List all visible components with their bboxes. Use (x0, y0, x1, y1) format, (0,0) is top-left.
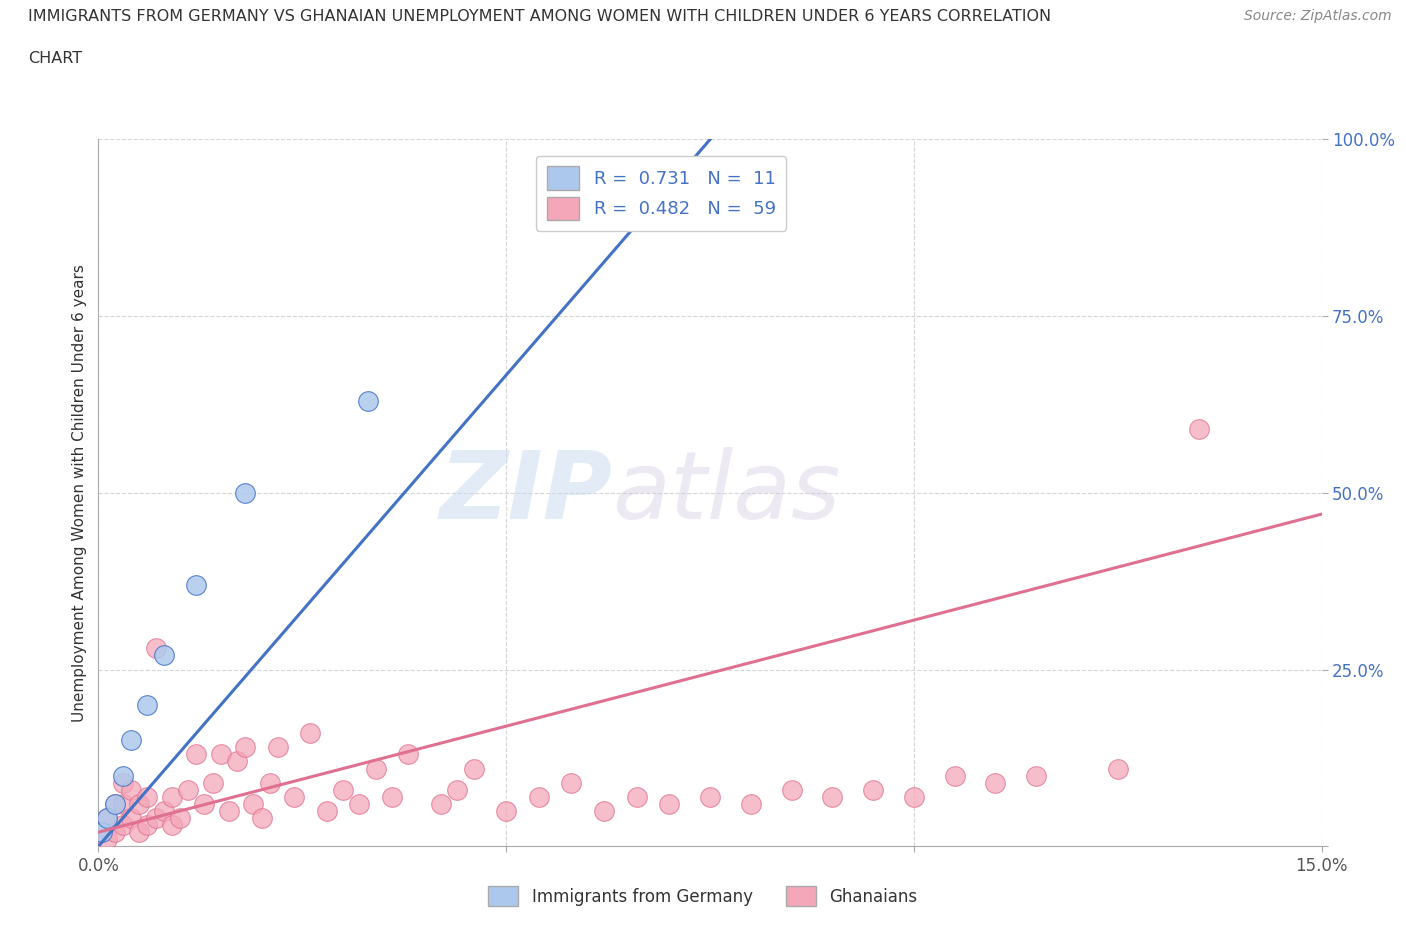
Point (593, 804, 616, 818)
Point (862, 782, 884, 797)
Point (152, 648, 174, 663)
Point (446, 782, 468, 797)
Point (128, 796, 150, 811)
Point (332, 782, 354, 797)
Point (160, 790, 183, 804)
Point (145, 641, 167, 656)
Point (396, 747, 419, 762)
Point (242, 796, 264, 811)
Point (169, 811, 191, 826)
Point (267, 740, 290, 755)
Point (186, 747, 208, 762)
Point (91, 825, 114, 840)
Point (984, 776, 1007, 790)
Point (821, 790, 844, 804)
Text: Source: ZipAtlas.com: Source: ZipAtlas.com (1244, 9, 1392, 23)
Point (193, 796, 215, 811)
Point (104, 796, 127, 811)
Point (356, 393, 378, 408)
Point (430, 796, 453, 811)
Point (111, 776, 134, 790)
Point (177, 782, 200, 797)
Point (111, 817, 134, 832)
Legend: R =  0.731   N =  11, R =  0.482   N =  59: R = 0.731 N = 11, R = 0.482 N = 59 (536, 155, 786, 231)
Y-axis label: Unemployment Among Women with Children Under 6 years: Unemployment Among Women with Children U… (72, 264, 87, 722)
Text: ZIP: ZIP (439, 447, 612, 538)
Point (903, 790, 925, 804)
Legend: Immigrants from Germany, Ghanaians: Immigrants from Germany, Ghanaians (482, 880, 924, 912)
Point (96, 811, 118, 826)
Point (1025, 768, 1047, 783)
Point (259, 776, 281, 790)
Point (299, 725, 322, 740)
Point (250, 811, 273, 826)
Point (128, 825, 150, 840)
Point (136, 698, 159, 712)
Point (527, 790, 550, 804)
Point (315, 804, 337, 818)
Point (160, 817, 183, 832)
Point (104, 796, 127, 811)
Point (349, 796, 371, 811)
Point (283, 790, 305, 804)
Point (626, 790, 648, 804)
Point (233, 485, 256, 500)
Point (381, 790, 404, 804)
Point (699, 790, 721, 804)
Point (1107, 761, 1129, 776)
Point (201, 776, 224, 790)
Point (560, 776, 582, 790)
Point (536, 160, 558, 175)
Text: atlas: atlas (612, 447, 841, 538)
Text: IMMIGRANTS FROM GERMANY VS GHANAIAN UNEMPLOYMENT AMONG WOMEN WITH CHILDREN UNDER: IMMIGRANTS FROM GERMANY VS GHANAIAN UNEM… (28, 9, 1052, 24)
Point (943, 768, 966, 783)
Point (111, 796, 134, 811)
Point (96, 831, 118, 846)
Point (186, 578, 208, 592)
Text: CHART: CHART (28, 51, 82, 66)
Point (364, 761, 387, 776)
Point (104, 825, 127, 840)
Point (658, 796, 681, 811)
Point (740, 796, 762, 811)
Point (152, 804, 174, 818)
Point (780, 782, 803, 797)
Point (233, 740, 256, 755)
Point (120, 782, 142, 797)
Point (463, 761, 485, 776)
Point (120, 733, 142, 748)
Point (136, 790, 159, 804)
Point (1188, 422, 1211, 437)
Point (495, 804, 517, 818)
Point (226, 754, 249, 769)
Point (120, 811, 142, 826)
Point (111, 768, 134, 783)
Point (96, 811, 118, 826)
Point (136, 817, 159, 832)
Point (218, 804, 240, 818)
Point (145, 811, 167, 826)
Point (209, 747, 232, 762)
